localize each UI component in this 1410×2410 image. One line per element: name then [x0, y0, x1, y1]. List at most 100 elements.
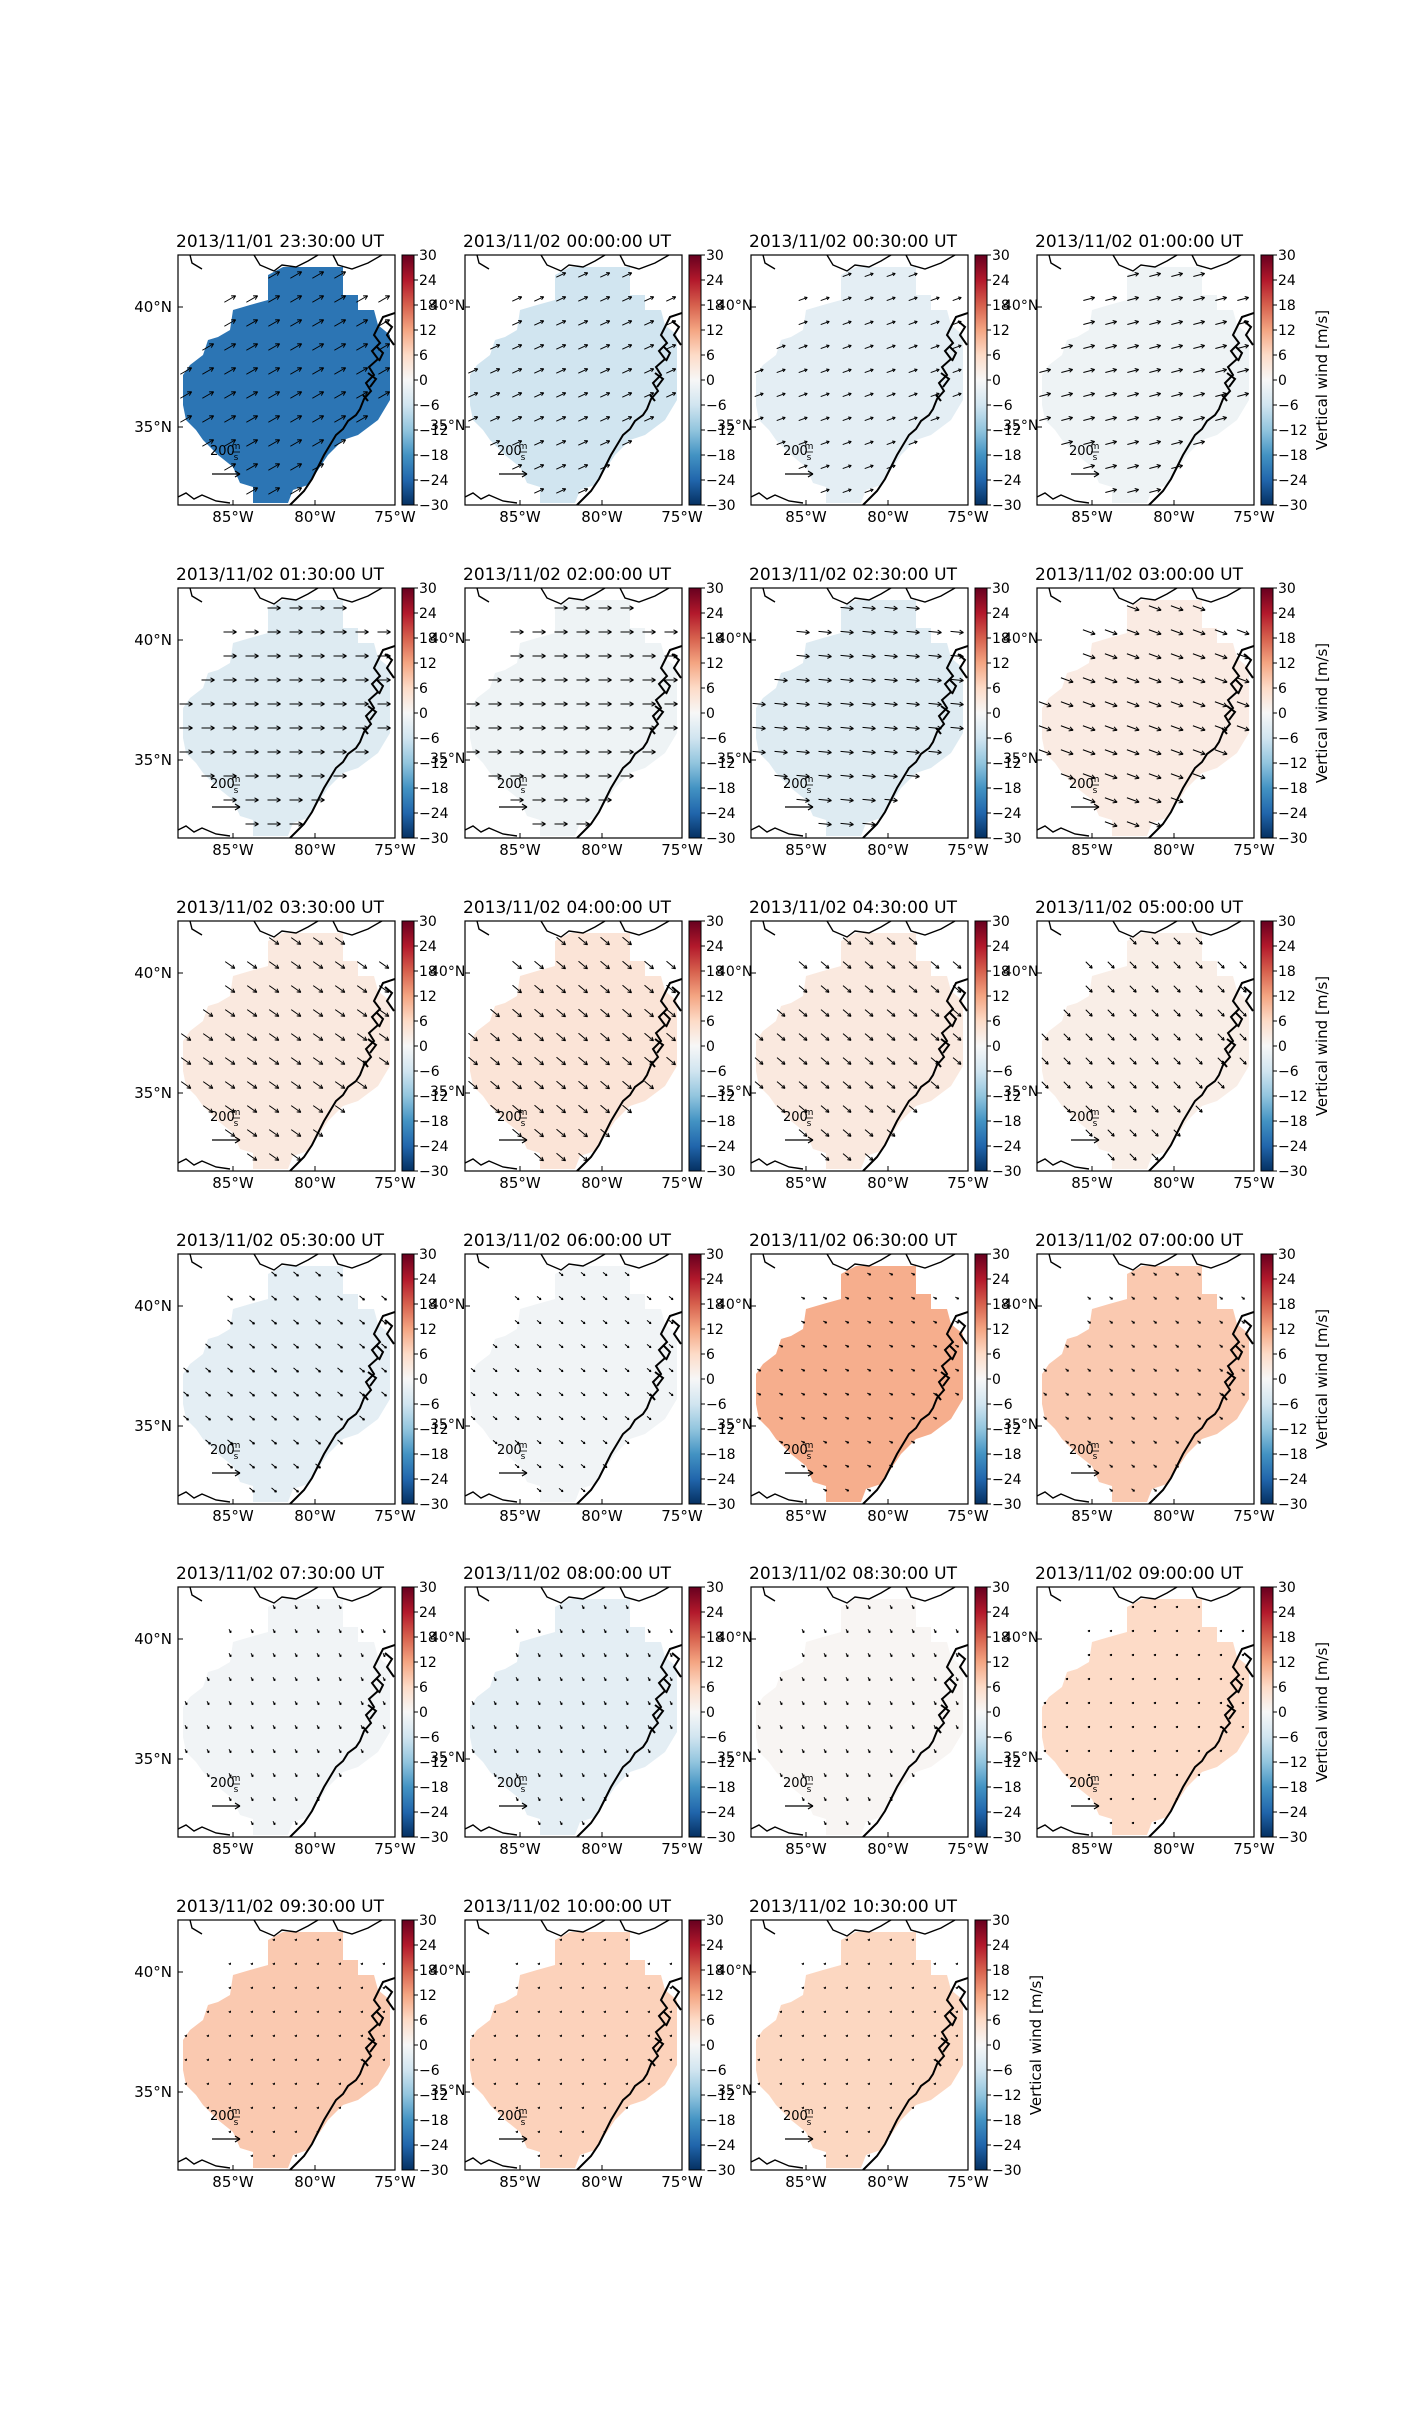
wind-arrow-head — [206, 2058, 210, 2062]
wind-arrow — [268, 343, 280, 351]
wind-arrow-head — [827, 677, 832, 683]
reference-vector-label: 200 — [497, 2109, 522, 2124]
wind-arrow-head — [1153, 1653, 1157, 1657]
wind-arrow-head — [1089, 1085, 1093, 1089]
wind-arrow-head — [1219, 1677, 1223, 1681]
wind-arrow-head — [583, 940, 588, 946]
wind-arrow-head — [1087, 1797, 1091, 1801]
lon-tick-label: 75°W — [374, 1840, 416, 1858]
wind-arrow — [862, 678, 876, 682]
map-area — [751, 1254, 968, 1504]
wind-arrow-head — [761, 701, 766, 707]
coastline — [289, 978, 395, 1171]
colorbar-tick-label: −30 — [706, 831, 736, 847]
colorbar-scale — [974, 1919, 988, 2171]
wind-arrow-head — [297, 391, 303, 396]
wind-arrow-head — [625, 2082, 629, 2086]
wind-arrow-head — [1222, 344, 1227, 349]
colorbar-tick-label: 12 — [1278, 656, 1296, 672]
wind-arrow-head — [540, 320, 545, 325]
wind-arrow-head — [913, 1084, 918, 1089]
wind-arrow — [1085, 1057, 1093, 1065]
wind-arrow — [908, 392, 918, 398]
wind-arrow — [798, 985, 808, 993]
colorbar-tick-label: −12 — [1278, 756, 1308, 772]
wind-arrow — [1082, 725, 1096, 731]
wind-arrow-head — [605, 1132, 610, 1138]
wind-arrow — [1083, 369, 1095, 373]
wind-arrow — [578, 344, 588, 350]
panel-title: 2013/11/02 07:30:00 UT — [176, 1564, 385, 1584]
colorbar-tick-label: 12 — [419, 323, 437, 339]
wind-arrow-head — [1175, 1725, 1179, 1729]
wind-arrow — [1126, 653, 1140, 659]
coastline-bay — [949, 346, 958, 362]
wind-arrow-head — [537, 2034, 541, 2038]
wind-arrow — [1217, 1081, 1225, 1089]
reference-vector-unit-num: m — [519, 1441, 528, 1451]
reference-vector-label: 200 — [210, 1110, 235, 1125]
wind-arrow-head — [560, 1321, 564, 1325]
coastline-bay — [367, 1038, 378, 1054]
map-area — [751, 1920, 968, 2170]
wind-arrow-head — [935, 1036, 940, 1041]
wind-arrow-head — [1090, 296, 1095, 301]
wind-arrow-head — [1133, 989, 1137, 993]
wind-arrow-head — [296, 1108, 302, 1113]
wind-vectors — [184, 1605, 386, 1826]
wind-arrow-head — [801, 1986, 805, 1990]
wind-arrow-head — [316, 1962, 320, 1966]
wind-arrow-head — [296, 1036, 302, 1041]
colorbar-tick-label: 18 — [419, 1297, 437, 1313]
wind-arrow-head — [1200, 630, 1206, 636]
wind-arrow-head — [254, 701, 259, 707]
wind-arrow-head — [648, 1654, 651, 1658]
axes-frame — [1036, 1586, 1255, 1838]
map-area — [1037, 1254, 1254, 1504]
wind-arrow — [512, 464, 522, 470]
wind-arrow — [754, 416, 764, 422]
wind-arrow-head — [231, 343, 237, 348]
wind-arrow-head — [870, 440, 874, 445]
wind-arrow-head — [581, 2034, 585, 2038]
wind-arrow-head — [1243, 1013, 1247, 1017]
wind-arrow — [334, 415, 346, 423]
wind-arrow-head — [827, 749, 832, 755]
wind-arrow-head — [1132, 1417, 1135, 1420]
wind-arrow-head — [670, 1345, 674, 1349]
wind-arrow — [578, 392, 588, 398]
wind-arrow — [1171, 393, 1183, 397]
colorbar-tick-label: 18 — [992, 1630, 1010, 1646]
wind-arrow-head — [1242, 1297, 1245, 1300]
wind-arrow-head — [585, 773, 590, 779]
reference-vector-unit-den: s — [1093, 1119, 1098, 1129]
wind-arrow-head — [541, 677, 546, 683]
wind-arrow-head — [626, 1393, 630, 1397]
wind-arrow-head — [251, 1702, 254, 1706]
wind-arrow-head — [229, 1678, 232, 1682]
wind-arrow-head — [515, 2034, 519, 2038]
wind-arrow — [312, 415, 324, 423]
wind-arrow-head — [254, 677, 259, 683]
wind-arrow-head — [649, 1036, 654, 1042]
wind-arrow-head — [780, 1417, 784, 1420]
coastline-bay — [654, 1371, 665, 1387]
axes-frame — [1036, 587, 1255, 839]
wind-arrow — [884, 630, 898, 634]
wind-arrow — [1149, 465, 1161, 469]
wind-arrow-head — [867, 2082, 871, 2086]
wind-arrow — [359, 1295, 365, 1301]
wind-arrow-head — [892, 296, 896, 301]
wind-arrow — [1061, 393, 1073, 397]
wind-arrow — [644, 344, 654, 350]
wind-arrow — [1041, 1081, 1049, 1089]
wind-arrow-head — [341, 391, 347, 396]
map-area — [465, 1254, 682, 1504]
wind-arrow — [1039, 393, 1051, 397]
wind-arrow — [359, 1415, 365, 1421]
wind-arrow-head — [868, 1393, 872, 1396]
reference-vector-arrow-head — [521, 803, 528, 811]
wind-arrow — [1105, 465, 1117, 469]
wind-arrow-head — [228, 2106, 232, 2110]
wind-arrow-head — [802, 1321, 806, 1324]
